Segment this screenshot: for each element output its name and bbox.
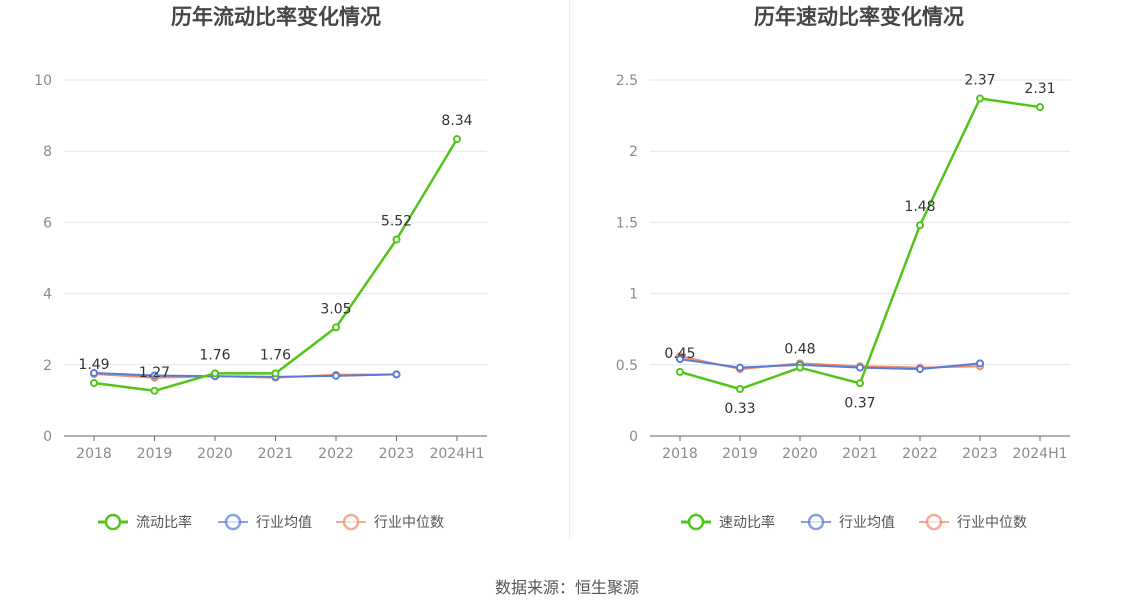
legend-item: 行业中位数 xyxy=(336,513,444,531)
chart-title: 历年流动比率变化情况 xyxy=(171,5,381,29)
legend-item: 流动比率 xyxy=(98,513,192,531)
series-line-2 xyxy=(93,371,397,378)
chart-title: 历年速动比率变化情况 xyxy=(754,5,964,29)
data-label: 1.49 xyxy=(78,357,109,373)
data-point xyxy=(856,379,864,388)
data-point xyxy=(90,378,98,387)
legend-marker xyxy=(104,513,122,531)
data-point xyxy=(332,323,340,332)
data-point xyxy=(150,386,159,395)
data-label: 1.27 xyxy=(139,365,170,381)
legend-marker xyxy=(342,513,360,531)
data-point xyxy=(150,371,159,380)
x-tick-label: 2021 xyxy=(842,446,878,462)
data-point xyxy=(916,221,924,230)
x-tick-label: 2024H1 xyxy=(1012,446,1067,462)
x-tick-label: 2019 xyxy=(137,446,173,462)
data-label: 3.05 xyxy=(320,301,351,317)
y-tick-label: 1.5 xyxy=(616,215,638,231)
data-point xyxy=(976,359,984,368)
legend-marker xyxy=(807,513,825,531)
data-point xyxy=(392,235,401,244)
legend-marker xyxy=(224,513,242,531)
data-point xyxy=(392,370,401,379)
x-tick-label: 2024H1 xyxy=(429,446,484,462)
y-tick-label: 0.5 xyxy=(616,358,638,374)
x-tick-label: 2023 xyxy=(962,446,998,462)
data-point xyxy=(796,363,804,372)
data-point xyxy=(676,367,684,376)
data-point xyxy=(976,94,984,103)
legend-label: 行业中位数 xyxy=(957,515,1027,531)
series-line-1 xyxy=(679,97,1041,391)
data-label: 0.45 xyxy=(664,346,695,362)
legend-label: 行业均值 xyxy=(256,515,312,531)
data-point xyxy=(676,355,684,364)
data-point xyxy=(332,371,340,380)
y-tick-label: 10 xyxy=(34,73,52,89)
chart-divider xyxy=(569,0,570,540)
data-point xyxy=(271,369,280,378)
chart-1: 历年流动比率变化情况 0 2 4 6 8 10 2018 2019 2020 2021 2022 202… xyxy=(34,5,487,531)
data-label: 1.48 xyxy=(904,199,935,215)
legend-item: 行业均值 xyxy=(801,513,895,531)
x-tick-label: 2022 xyxy=(318,446,354,462)
data-label: 2.31 xyxy=(1024,81,1055,97)
legend-label: 行业均值 xyxy=(839,515,895,531)
data-point xyxy=(453,135,461,144)
data-label: 8.34 xyxy=(441,113,472,129)
x-tick-label: 2020 xyxy=(197,446,233,462)
legend-marker xyxy=(925,513,943,531)
series-line-2 xyxy=(679,358,981,371)
legend-label: 行业中位数 xyxy=(374,515,444,531)
data-point xyxy=(1036,103,1044,112)
data-point xyxy=(916,365,924,374)
y-tick-label: 2 xyxy=(629,144,638,160)
legend-label: 速动比率 xyxy=(719,514,775,531)
x-tick-label: 2020 xyxy=(782,446,818,462)
data-label: 1.76 xyxy=(199,347,230,363)
y-tick-label: 0 xyxy=(43,429,52,445)
data-point xyxy=(736,385,744,394)
x-tick-label: 2022 xyxy=(902,446,938,462)
legend-marker xyxy=(687,513,705,531)
y-tick-label: 4 xyxy=(43,287,52,303)
x-tick-label: 2019 xyxy=(722,446,758,462)
x-tick-label: 2023 xyxy=(379,446,415,462)
data-point xyxy=(856,363,864,372)
data-label: 1.76 xyxy=(260,347,291,363)
y-tick-label: 1 xyxy=(629,287,638,303)
legend-item: 速动比率 xyxy=(681,513,775,531)
y-tick-label: 0 xyxy=(629,429,638,445)
chart-2: 历年速动比率变化情况 0 0.5 1 1.5 2 2.5 2018 2019 2020 2021 20… xyxy=(616,5,1070,531)
y-tick-label: 6 xyxy=(43,215,52,231)
data-label: 0.48 xyxy=(784,342,815,358)
x-tick-label: 2018 xyxy=(662,446,698,462)
data-point xyxy=(90,368,98,377)
legend-item: 行业均值 xyxy=(218,513,312,531)
data-label: 0.37 xyxy=(844,395,875,411)
legend-label: 流动比率 xyxy=(136,514,192,531)
y-tick-label: 2.5 xyxy=(616,73,638,89)
data-point xyxy=(736,363,744,372)
x-tick-label: 2018 xyxy=(76,446,112,462)
y-tick-label: 8 xyxy=(43,144,52,160)
y-tick-label: 2 xyxy=(43,358,52,374)
data-source-label: 数据来源：恒生聚源 xyxy=(494,578,639,597)
data-point xyxy=(211,369,219,378)
data-label: 5.52 xyxy=(381,213,412,229)
data-label: 0.33 xyxy=(724,401,755,417)
data-label: 2.37 xyxy=(964,73,995,89)
legend-item: 行业中位数 xyxy=(919,513,1027,531)
x-tick-label: 2021 xyxy=(258,446,294,462)
